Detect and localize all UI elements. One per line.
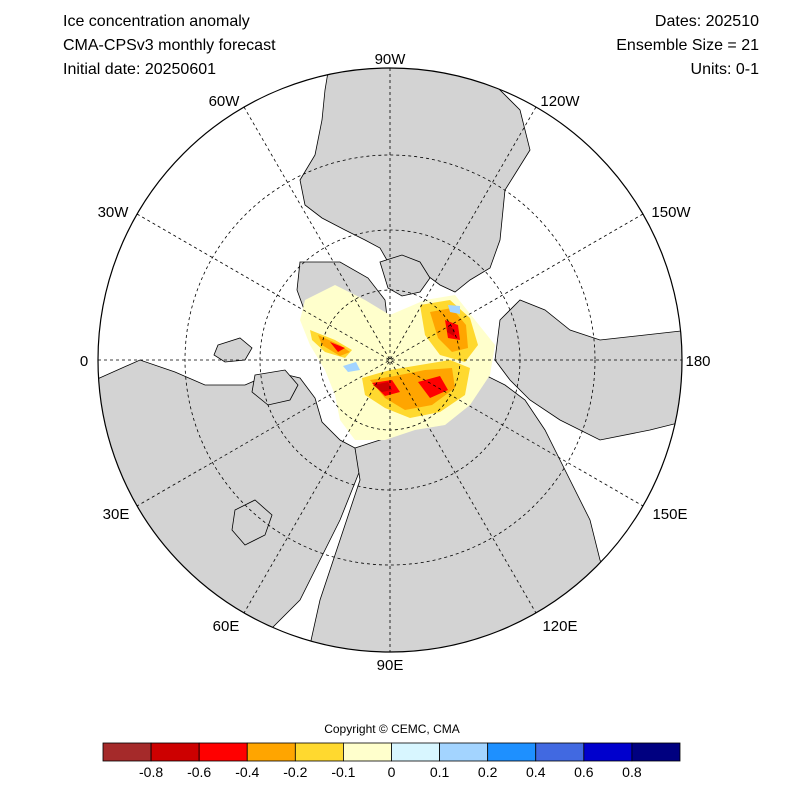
land-arctic-archipelago <box>379 254 431 297</box>
chart-title: Ice concentration anomaly <box>63 13 250 30</box>
colorbar-tick-label: 0 <box>388 764 396 780</box>
lon-label-120w: 120W <box>540 93 580 110</box>
colorbar-tick-label: 0.2 <box>478 764 498 780</box>
lon-label-90w: 90W <box>375 51 407 68</box>
colorbar-swatch <box>535 742 585 762</box>
colorbar-tick-label: -0.2 <box>283 764 307 780</box>
colorbar-tick-label: -0.6 <box>187 764 211 780</box>
colorbar-swatch <box>487 742 537 762</box>
colorbar-swatch <box>631 742 681 762</box>
lon-label-0: 0 <box>80 353 88 370</box>
meridian-30w-150e <box>136 213 644 507</box>
land-svalbard <box>251 369 299 406</box>
forecast-dates-label: Dates: 202510 <box>654 13 759 30</box>
lon-label-150w: 150W <box>651 204 691 221</box>
anomaly-red <box>330 320 460 398</box>
colorbar-swatch <box>246 742 296 762</box>
land-novaya-zemlya <box>231 499 273 546</box>
colorbar-swatch <box>198 742 248 762</box>
colorbar-swatch <box>583 742 633 762</box>
colorbar-tick-label: -0.1 <box>331 764 355 780</box>
model-label: CMA-CPSv3 monthly forecast <box>63 37 276 54</box>
graticule <box>98 68 682 652</box>
colorbar-tick-label: -0.8 <box>139 764 163 780</box>
colorbar-swatches <box>102 742 681 762</box>
colorbar-tick-label: 0.8 <box>622 764 642 780</box>
colorbar-tick-label: -0.4 <box>235 764 259 780</box>
lon-label-120e: 120E <box>542 618 577 635</box>
colorbar-swatch <box>294 742 344 762</box>
colorbar-swatch <box>391 742 440 762</box>
lon-label-30e: 30E <box>103 506 130 523</box>
land-alaska <box>494 299 682 441</box>
lon-label-150e: 150E <box>652 506 687 523</box>
lon-label-60e: 60E <box>213 618 240 635</box>
colorbar-ticks: -0.8 -0.6 -0.4 -0.2 -0.1 0 0.1 0.2 0.4 0.6 0.8 <box>139 764 642 780</box>
colorbar-swatch <box>343 742 392 762</box>
ensemble-size-label: Ensemble Size = 21 <box>616 37 759 54</box>
units-label: Units: 0-1 <box>690 61 759 78</box>
initial-date-label: Initial date: 20250601 <box>63 61 217 78</box>
meridian-120w-60e <box>243 106 537 614</box>
copyright-notice: Copyright © CEMC, CMA <box>324 722 460 736</box>
colorbar-swatch <box>439 742 489 762</box>
anomaly-light-blue <box>343 305 460 372</box>
anomaly-dark-red <box>373 325 455 392</box>
colorbar-tick-label: 0.1 <box>430 764 450 780</box>
meridian-150w-30e <box>136 213 644 507</box>
colorbar-swatch <box>102 742 152 762</box>
lon-label-60w: 60W <box>209 93 241 110</box>
map-boundary <box>97 67 683 653</box>
meridian-60w-120e <box>243 106 537 614</box>
colorbar-tick-label: 0.6 <box>574 764 594 780</box>
colorbar-swatch <box>150 742 200 762</box>
lon-label-180: 180 <box>685 353 710 370</box>
colorbar-tick-label: 0.4 <box>526 764 546 780</box>
lon-label-90e: 90E <box>377 657 404 674</box>
lon-label-30w: 30W <box>98 204 130 221</box>
